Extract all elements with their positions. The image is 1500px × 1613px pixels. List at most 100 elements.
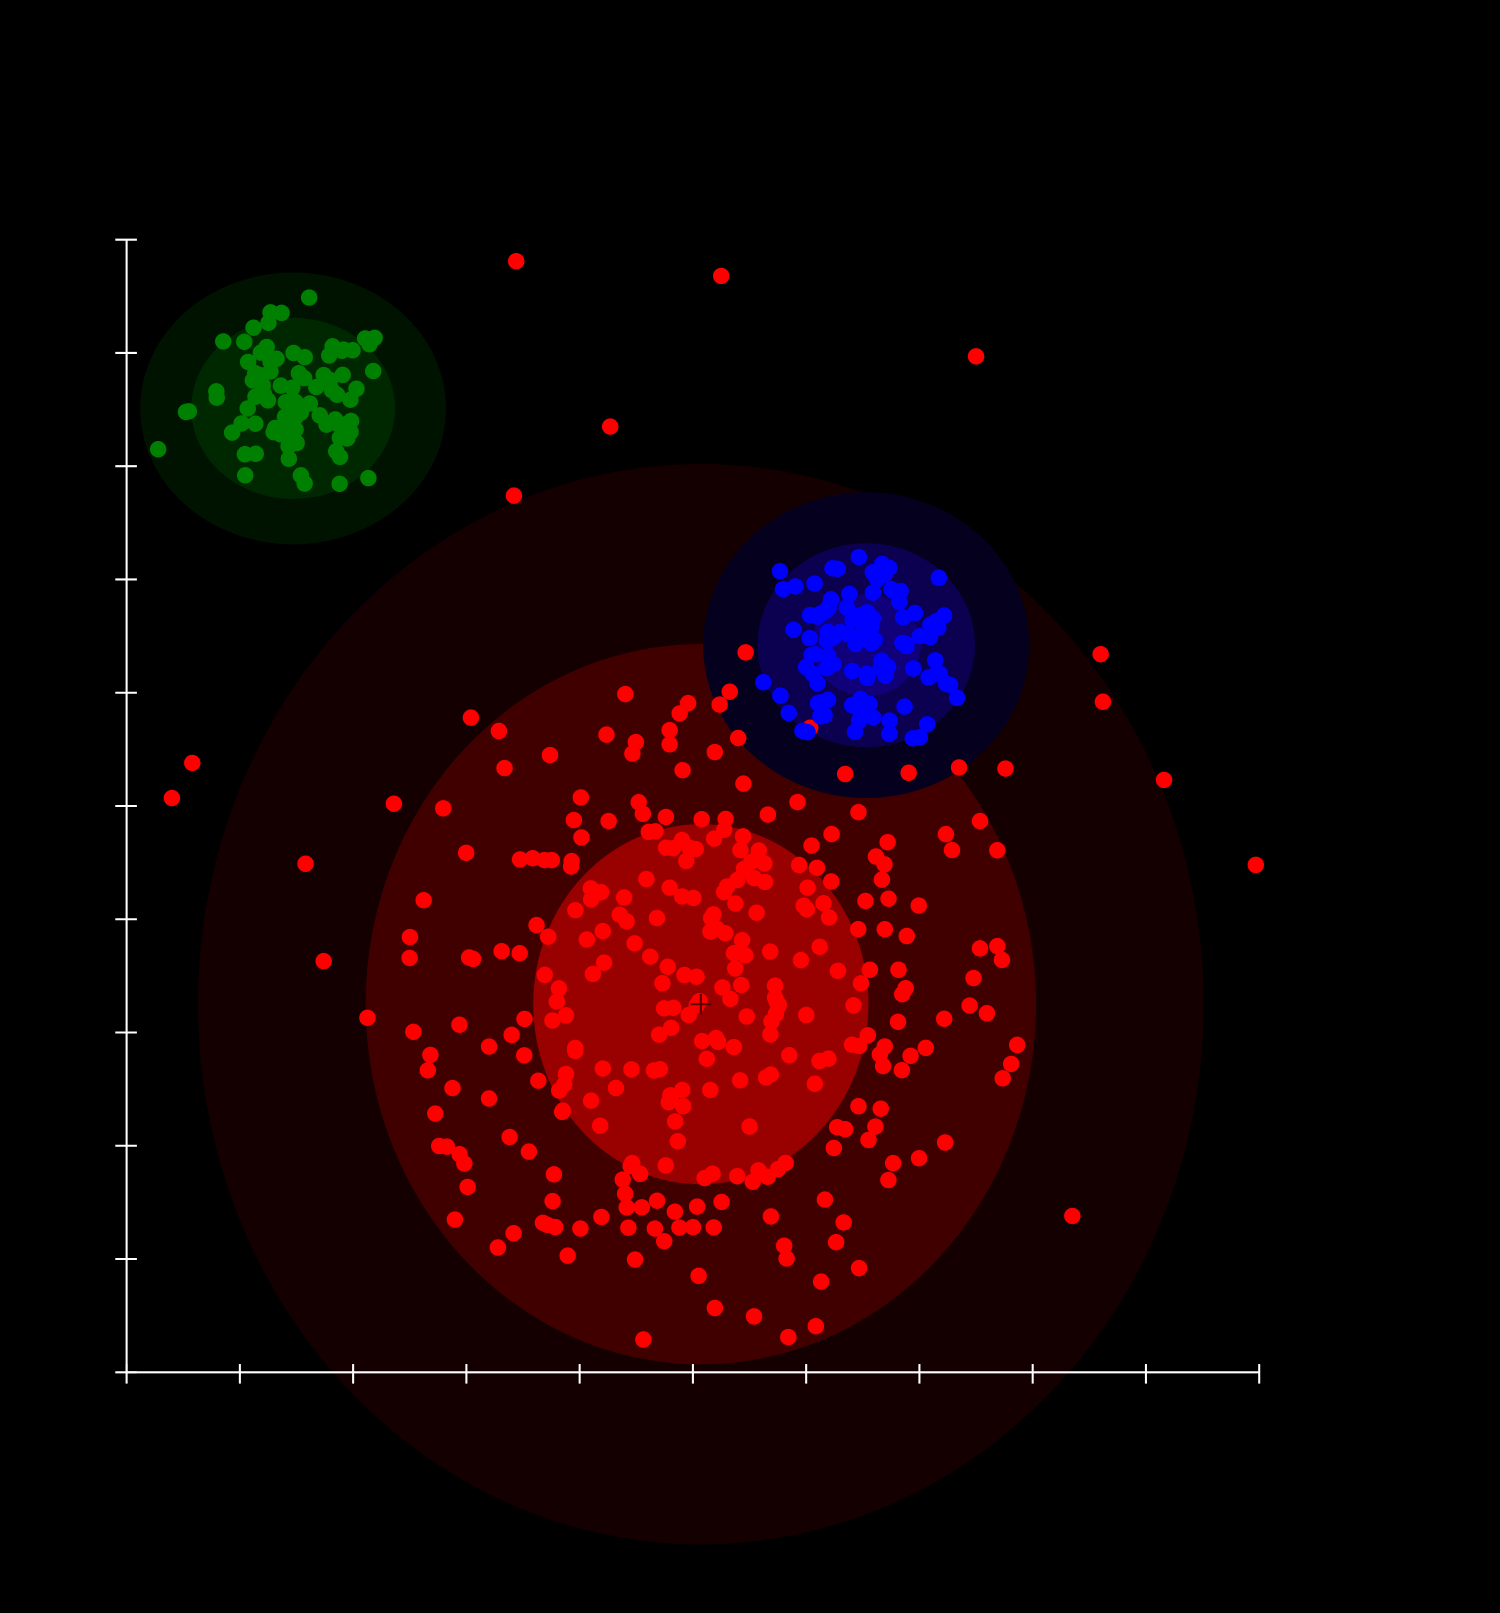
cluster-0-point: [733, 932, 751, 949]
cluster-0-point: [815, 895, 832, 912]
cluster-0-point: [828, 1118, 846, 1136]
cluster-2-point: [797, 658, 815, 676]
cluster-0-point: [705, 1219, 722, 1236]
cluster-1-point: [233, 415, 250, 432]
cluster-1-point: [295, 369, 313, 387]
cluster-0-point: [825, 1139, 843, 1157]
cluster-0-point: [464, 950, 482, 968]
cluster-0-point: [655, 1233, 673, 1250]
cluster-1-point: [301, 395, 319, 412]
cluster-2-point: [926, 652, 944, 669]
cluster-0-point: [548, 993, 566, 1010]
cluster-0-point: [567, 1039, 584, 1057]
outlier-point: [385, 795, 403, 812]
outlier-point: [1155, 771, 1173, 789]
cluster-0-point: [451, 1145, 468, 1163]
cluster-0-point: [600, 812, 617, 830]
cluster-0-point: [766, 977, 784, 994]
cluster-0-point: [799, 879, 816, 896]
cluster-1-point: [177, 403, 195, 421]
cluster-0-point: [790, 856, 808, 874]
cluster-2-point: [881, 725, 898, 743]
cluster-0-point: [591, 1117, 609, 1134]
outlier-point: [184, 754, 201, 772]
cluster-0-point: [685, 889, 702, 907]
cluster-0-point: [578, 931, 596, 948]
cluster-2-point: [881, 712, 898, 729]
cluster-0-point: [661, 879, 678, 896]
cluster-0-point: [880, 1171, 897, 1189]
cluster-0-point: [698, 1050, 716, 1068]
cluster-0-point: [762, 1208, 780, 1225]
cluster-0-point: [572, 789, 590, 806]
cluster-0-point: [427, 1105, 444, 1122]
cluster-0-point: [876, 921, 894, 938]
cluster-0-point: [713, 1193, 730, 1211]
cluster-1-point: [252, 344, 270, 361]
cluster-0-point: [444, 1079, 461, 1097]
cluster-0-point: [676, 966, 693, 984]
cluster-1-point: [315, 366, 332, 384]
cluster-2-point: [864, 610, 882, 627]
cluster-0-point: [620, 1219, 637, 1236]
cluster-0-point: [879, 833, 896, 851]
cluster-0-point: [937, 825, 955, 843]
cluster-0-point: [993, 951, 1011, 969]
cluster-0-point: [635, 1331, 652, 1348]
cluster-0-point: [741, 1118, 758, 1135]
cluster-2-point: [905, 660, 922, 677]
cluster-1-point: [279, 394, 297, 412]
cluster-0-point: [633, 1199, 651, 1216]
cluster-1-point: [331, 448, 349, 466]
cluster-2-point: [904, 730, 922, 747]
cluster-0-point: [671, 1219, 688, 1236]
cluster-0-point: [820, 909, 838, 926]
cluster-0-point: [812, 1273, 830, 1290]
cluster-0-point: [729, 871, 746, 889]
outlier-point: [601, 418, 619, 435]
cluster-0-point: [845, 997, 862, 1014]
cluster-0-point: [702, 923, 719, 940]
cluster-0-point: [511, 944, 528, 962]
outlier-point: [1094, 693, 1112, 711]
cluster-0-point: [626, 1251, 644, 1268]
cluster-0-point: [647, 823, 664, 840]
cluster-0-point: [781, 1047, 798, 1064]
cluster-0-point: [545, 1166, 563, 1183]
cluster-0-point: [762, 1026, 779, 1043]
cluster-1-point: [247, 388, 264, 405]
cluster-1-point: [272, 426, 289, 443]
cluster-2-point: [829, 560, 846, 578]
cluster-0-point: [717, 810, 734, 828]
cluster-0-point: [890, 961, 907, 978]
cluster-0-point: [748, 904, 765, 921]
center-markers: [690, 993, 712, 1015]
cluster-1-point: [280, 450, 298, 468]
cluster-0-point: [690, 1267, 707, 1285]
cluster-0-point: [520, 1143, 538, 1160]
cluster-2-point: [847, 635, 864, 653]
cluster-1-point: [360, 469, 377, 487]
cluster-0-point: [584, 965, 602, 983]
cluster-center-marker: [690, 993, 712, 1015]
cluster-2-point: [785, 621, 802, 638]
cluster-0-point: [936, 1134, 954, 1151]
cluster-0-point: [850, 803, 867, 821]
cluster-2-point: [858, 665, 875, 683]
cluster-0-point: [655, 1000, 673, 1017]
outlier-point: [712, 267, 730, 285]
cluster-2-point: [930, 569, 948, 587]
cluster-0-point: [501, 1128, 518, 1146]
cluster-0-point: [422, 1046, 439, 1064]
cluster-0-point: [438, 1138, 456, 1155]
outlier-point: [297, 855, 314, 872]
cluster-0-point: [871, 1046, 889, 1063]
cluster-0-point: [648, 1192, 666, 1209]
cluster-0-point: [873, 871, 891, 888]
cluster-0-point: [662, 1087, 679, 1104]
cluster-1-point: [300, 289, 318, 306]
cluster-0-point: [900, 764, 917, 782]
cluster-0-point: [971, 940, 989, 957]
cluster-0-point: [857, 892, 874, 910]
outlier-point: [950, 759, 968, 776]
